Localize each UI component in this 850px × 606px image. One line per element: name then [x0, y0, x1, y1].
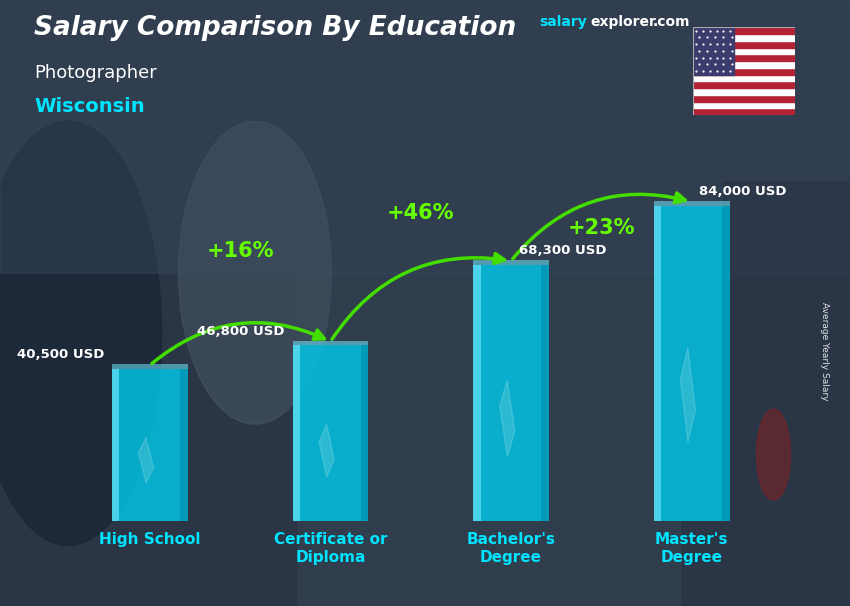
Bar	[654, 205, 729, 521]
Text: Wisconsin: Wisconsin	[34, 97, 144, 116]
Bar	[360, 345, 368, 521]
Text: +23%: +23%	[568, 218, 635, 238]
Text: Salary Comparison By Education: Salary Comparison By Education	[34, 15, 516, 41]
Bar	[693, 41, 795, 47]
Bar	[693, 88, 795, 95]
Text: 46,800 USD: 46,800 USD	[197, 325, 285, 338]
Bar	[654, 205, 661, 521]
Bar	[654, 201, 729, 205]
Text: 68,300 USD: 68,300 USD	[518, 244, 606, 257]
Bar	[693, 27, 734, 75]
Bar	[693, 47, 795, 55]
Bar	[112, 364, 188, 369]
Text: salary: salary	[540, 15, 587, 29]
Text: .com: .com	[653, 15, 690, 29]
Bar	[180, 369, 188, 521]
Bar	[722, 205, 729, 521]
Bar	[693, 55, 795, 61]
Polygon shape	[319, 424, 334, 477]
Bar	[541, 265, 549, 521]
Bar	[292, 345, 300, 521]
Bar	[292, 341, 368, 345]
Text: 84,000 USD: 84,000 USD	[700, 185, 787, 198]
Bar	[693, 61, 795, 68]
Text: +16%: +16%	[207, 241, 274, 261]
Bar	[722, 182, 850, 606]
Bar	[693, 34, 795, 41]
Bar	[693, 68, 795, 75]
Text: Photographer: Photographer	[34, 64, 156, 82]
Bar	[112, 369, 188, 521]
Bar	[473, 265, 481, 521]
Polygon shape	[139, 438, 154, 483]
Text: +46%: +46%	[387, 203, 455, 223]
Text: explorer: explorer	[591, 15, 656, 29]
Text: 40,500 USD: 40,500 USD	[17, 348, 105, 361]
Polygon shape	[500, 380, 515, 457]
Ellipse shape	[0, 121, 162, 545]
Bar	[298, 273, 680, 606]
Bar	[693, 75, 795, 81]
Text: Average Yearly Salary: Average Yearly Salary	[819, 302, 829, 401]
Bar	[473, 260, 549, 265]
Bar	[0, 0, 850, 273]
Ellipse shape	[178, 121, 332, 424]
Bar	[693, 108, 795, 115]
Bar	[693, 95, 795, 102]
Bar	[693, 81, 795, 88]
Bar	[292, 345, 368, 521]
Polygon shape	[680, 348, 695, 442]
Bar	[693, 27, 795, 34]
Bar	[693, 102, 795, 108]
Bar	[112, 369, 120, 521]
Ellipse shape	[756, 409, 790, 500]
Bar	[473, 265, 549, 521]
